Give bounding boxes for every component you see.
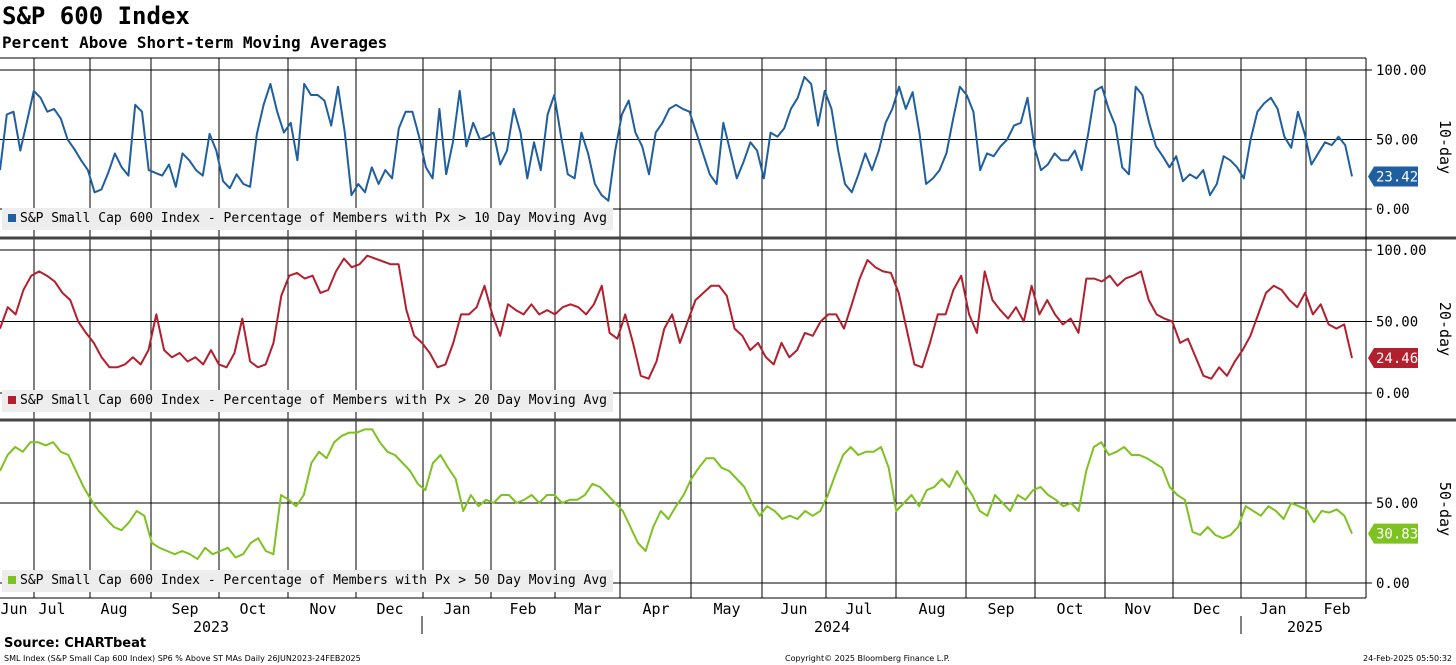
x-tick-label: Oct xyxy=(1056,600,1083,618)
legend-text-20-day: S&P Small Cap 600 Index - Percentage of … xyxy=(20,393,607,408)
last-value-label: 23.42 xyxy=(1376,169,1418,185)
series-line-50-day xyxy=(0,428,1353,560)
x-tick-label: Nov xyxy=(309,600,336,618)
y-tick-label: 100.00 xyxy=(1376,63,1427,79)
source-note: Source: CHARTbeat xyxy=(4,636,147,651)
y-tick-label: 0.00 xyxy=(1376,202,1410,218)
y-tick-label: 50.00 xyxy=(1376,133,1418,149)
x-tick-label: Apr xyxy=(642,600,669,618)
last-value-badge xyxy=(1368,166,1418,187)
x-tick-label: Dec xyxy=(1193,600,1220,618)
x-tick-label: May xyxy=(713,600,740,618)
y-tick-label: 100.00 xyxy=(1376,243,1427,259)
legend-20-day: S&P Small Cap 600 Index - Percentage of … xyxy=(2,390,613,412)
chart-subtitle: Percent Above Short-term Moving Averages xyxy=(2,33,388,52)
footer-copyright: Copyright© 2025 Bloomberg Finance L.P. xyxy=(785,654,950,663)
x-tick-label: Jan xyxy=(1259,600,1286,618)
y-tick-label: 50.00 xyxy=(1376,315,1418,331)
x-tick-label: Nov xyxy=(1124,600,1151,618)
legend-swatch-50-day xyxy=(8,576,16,584)
legend-50-day: S&P Small Cap 600 Index - Percentage of … xyxy=(2,570,613,592)
chart-title: S&P 600 Index xyxy=(2,2,190,30)
x-tick-label: Jun xyxy=(780,600,807,618)
series-line-10-day xyxy=(0,76,1353,202)
series-line-20-day xyxy=(0,254,1353,380)
x-tick-label: Jun xyxy=(0,600,27,618)
legend-swatch-20-day xyxy=(8,396,16,404)
chart-area: 100.00 50.00 0.00 10-day 23.42 100.00 50.00 0.0… xyxy=(0,57,1456,636)
legend-text-10-day: S&P Small Cap 600 Index - Percentage of … xyxy=(20,211,607,226)
x-tick-label: Jul xyxy=(845,600,872,618)
footer-description: SML Index (S&P Small Cap 600 Index) SP6 … xyxy=(4,654,361,663)
panel-axis-label: 50-day xyxy=(1436,482,1454,536)
legend-swatch-10-day xyxy=(8,214,16,222)
last-value-label: 24.46 xyxy=(1376,351,1418,367)
y-tick-label: 0.00 xyxy=(1376,386,1410,402)
last-value-badge xyxy=(1368,523,1418,544)
x-year-label: 2023 xyxy=(193,618,229,636)
x-tick-label: Dec xyxy=(376,600,403,618)
panel-axis-label: 10-day xyxy=(1436,120,1454,174)
x-year-label: 2025 xyxy=(1287,618,1323,636)
panel-axis-label: 20-day xyxy=(1436,302,1454,356)
x-tick-label: Sep xyxy=(171,600,198,618)
x-tick-label: Mar xyxy=(574,600,601,618)
x-tick-label: Jul xyxy=(38,600,65,618)
legend-10-day: S&P Small Cap 600 Index - Percentage of … xyxy=(2,208,613,230)
x-tick-label: Sep xyxy=(987,600,1014,618)
x-tick-label: Aug xyxy=(918,600,945,618)
legend-text-50-day: S&P Small Cap 600 Index - Percentage of … xyxy=(20,573,607,588)
y-tick-label: 0.00 xyxy=(1376,576,1410,592)
x-tick-label: Feb xyxy=(509,600,536,618)
x-tick-label: Jan xyxy=(443,600,470,618)
y-tick-label: 50.00 xyxy=(1376,496,1418,512)
footer-timestamp: 24-Feb-2025 05:50:32 xyxy=(1363,654,1452,663)
last-value-badge xyxy=(1368,348,1418,369)
x-tick-label: Aug xyxy=(100,600,127,618)
last-value-label: 30.83 xyxy=(1376,527,1418,543)
x-year-label: 2024 xyxy=(814,618,850,636)
x-tick-label: Oct xyxy=(239,600,266,618)
x-tick-label: Feb xyxy=(1323,600,1350,618)
